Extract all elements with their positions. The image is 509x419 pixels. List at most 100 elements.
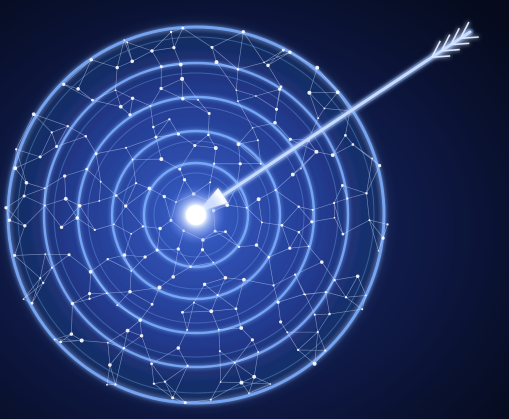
mesh-node [150, 362, 153, 366]
mesh-node [377, 250, 380, 252]
mesh-node [333, 278, 336, 282]
mesh-node [128, 289, 132, 294]
mesh-node [186, 364, 189, 367]
mesh-lines [5, 27, 388, 403]
mesh-node [223, 276, 228, 280]
mesh-node [126, 41, 129, 44]
mesh-node [197, 98, 200, 101]
mesh-node [251, 127, 254, 129]
mesh-node [266, 63, 270, 68]
mesh-node [332, 201, 336, 205]
mesh-node [236, 142, 241, 147]
mesh-node [311, 208, 314, 211]
mesh-node [169, 30, 173, 34]
mesh-node [116, 304, 119, 307]
mesh-node [274, 189, 277, 192]
mesh-node [245, 206, 248, 209]
mesh-node [181, 310, 184, 314]
arrow-fletching [440, 34, 460, 52]
mesh-node [176, 346, 181, 350]
mesh-node [122, 253, 127, 257]
mesh-node [24, 181, 29, 185]
mesh-node [66, 125, 69, 128]
mesh-node [368, 219, 371, 222]
mesh-node [122, 346, 126, 350]
mesh-node [303, 293, 306, 296]
mesh-node [252, 374, 257, 379]
mesh-node [85, 167, 89, 171]
mesh-node [237, 245, 241, 249]
mesh-node [171, 275, 175, 279]
mesh-node [106, 383, 108, 386]
mesh-node [43, 187, 46, 190]
mesh-node [13, 166, 18, 171]
mesh-node [63, 174, 67, 178]
mesh-node [150, 302, 154, 306]
mesh-node [209, 398, 212, 401]
mesh-node [312, 361, 317, 366]
mesh-node [76, 87, 80, 91]
mesh-node [108, 363, 112, 367]
mesh-node [139, 334, 144, 338]
mesh-node [316, 330, 319, 334]
mesh-node [30, 301, 34, 305]
mesh-node [386, 223, 389, 226]
mesh-node [44, 204, 46, 207]
mesh-node [219, 381, 222, 383]
mesh-node [182, 178, 187, 182]
mesh-node [128, 113, 132, 117]
mesh-node [207, 133, 210, 137]
mesh-node [225, 203, 230, 207]
mesh-node [22, 298, 25, 300]
mesh-node [310, 220, 314, 224]
mesh-node [130, 270, 133, 272]
mesh-node [341, 232, 345, 236]
mesh-node [79, 338, 84, 343]
mesh-node [276, 300, 280, 304]
mesh-node [53, 338, 56, 341]
mesh-node [105, 292, 108, 295]
mesh-node [150, 49, 154, 53]
mesh-node [154, 135, 158, 139]
mesh-node [130, 232, 133, 235]
mesh-node [233, 361, 236, 364]
mesh-node [242, 277, 246, 282]
mesh-node [118, 104, 123, 109]
mesh-node [340, 184, 344, 187]
mesh-node [168, 118, 171, 121]
mesh-node [256, 197, 261, 202]
mesh-node [313, 313, 316, 316]
mesh-node [241, 30, 246, 34]
mesh-node [324, 291, 327, 294]
mesh-node [67, 253, 71, 257]
mesh-node [257, 351, 260, 353]
mesh-node [239, 380, 244, 385]
mesh-node [158, 226, 162, 231]
mesh-node [130, 96, 135, 100]
mesh-node [254, 95, 257, 97]
mesh-node [159, 65, 163, 69]
mesh-node [189, 265, 192, 268]
mesh-node [351, 143, 355, 146]
mesh-node [88, 292, 92, 296]
target-ring [42, 61, 350, 369]
target-ring-band [53, 72, 339, 358]
mesh-node [178, 167, 182, 171]
mesh-node [141, 225, 145, 228]
target-ring [142, 161, 250, 269]
mesh-node [181, 26, 185, 30]
mesh-node [288, 50, 292, 54]
mesh-node [279, 320, 283, 324]
mesh-node [31, 112, 36, 117]
mesh-node [159, 86, 163, 91]
mesh-node [371, 157, 374, 160]
mesh-node [250, 338, 254, 342]
target-ring-band [87, 106, 305, 324]
mesh-node [155, 248, 159, 252]
mesh-node [149, 104, 152, 107]
bullseye-center [186, 205, 206, 225]
mesh-node [254, 243, 259, 247]
mesh-node [286, 331, 289, 334]
